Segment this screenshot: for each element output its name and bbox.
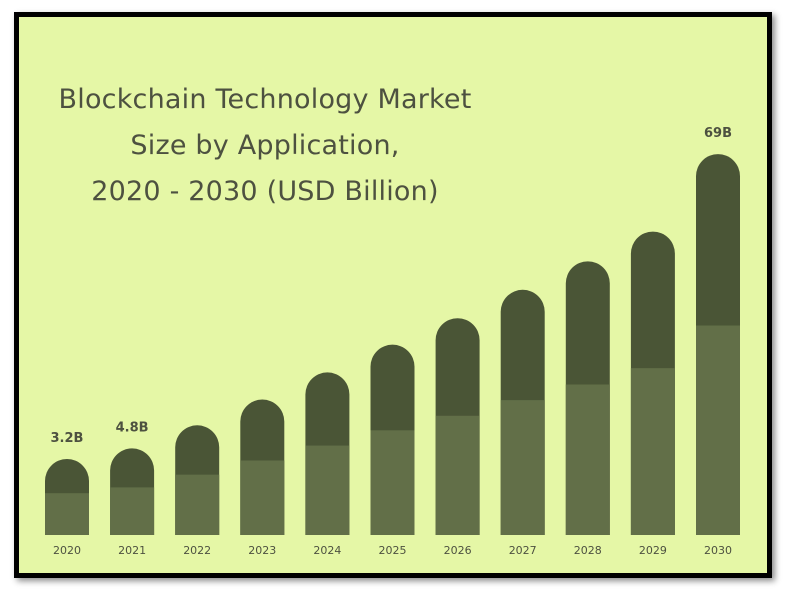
bar-lower-2028 — [565, 384, 610, 535]
bar-lower-2030 — [696, 325, 740, 535]
bar-2028 — [565, 261, 610, 535]
bar-lower-2022 — [175, 474, 220, 535]
chart-title-line-3: 2020 - 2030 (USD Billion) — [91, 176, 439, 207]
bar-2025 — [370, 344, 415, 535]
bar-lower-2020 — [45, 493, 89, 535]
x-tick-label-2027: 2027 — [509, 544, 537, 557]
x-tick-label-2026: 2026 — [444, 544, 472, 557]
x-tick-label-2021: 2021 — [118, 544, 146, 557]
chart-frame: Blockchain Technology Market Size by App… — [14, 12, 772, 578]
x-tick-label-2022: 2022 — [183, 544, 211, 557]
x-tick-label-2028: 2028 — [574, 544, 602, 557]
bar-lower-2029 — [630, 368, 675, 535]
bar-2027 — [500, 289, 545, 535]
bar-2029 — [630, 231, 675, 535]
x-tick-label-2024: 2024 — [313, 544, 341, 557]
bar-2021 — [110, 448, 155, 535]
x-tick-label-2030: 2030 — [704, 544, 732, 557]
bar-lower-2027 — [500, 400, 545, 535]
bar-2020 — [45, 459, 89, 535]
x-tick-label-2020: 2020 — [53, 544, 81, 557]
bar-lower-2024 — [305, 445, 350, 535]
bar-2022 — [175, 425, 220, 535]
bar-2023 — [240, 399, 285, 535]
value-label-2020: 3.2B — [51, 431, 84, 446]
chart-title-line-1: Blockchain Technology Market — [58, 84, 472, 115]
value-label-2021: 4.8B — [116, 420, 149, 435]
bar-2024 — [305, 372, 350, 535]
bar-lower-2021 — [110, 487, 155, 535]
x-tick-label-2023: 2023 — [248, 544, 276, 557]
chart-title-line-2: Size by Application, — [130, 130, 400, 161]
bar-2026 — [435, 318, 480, 535]
x-tick-label-2025: 2025 — [379, 544, 407, 557]
x-tick-label-2029: 2029 — [639, 544, 667, 557]
bar-lower-2023 — [240, 460, 285, 535]
value-label-2030: 69B — [704, 126, 732, 141]
bar-lower-2026 — [435, 415, 480, 535]
chart-title: Blockchain Technology Market Size by App… — [55, 77, 475, 215]
bar-2030 — [696, 154, 740, 536]
bar-chart: 2020 3.2B 2021 4.8B 2022 2023 2024 2025 2026 2027… — [45, 126, 740, 557]
bar-lower-2025 — [370, 430, 415, 535]
chart-panel: Blockchain Technology Market Size by App… — [19, 17, 767, 573]
